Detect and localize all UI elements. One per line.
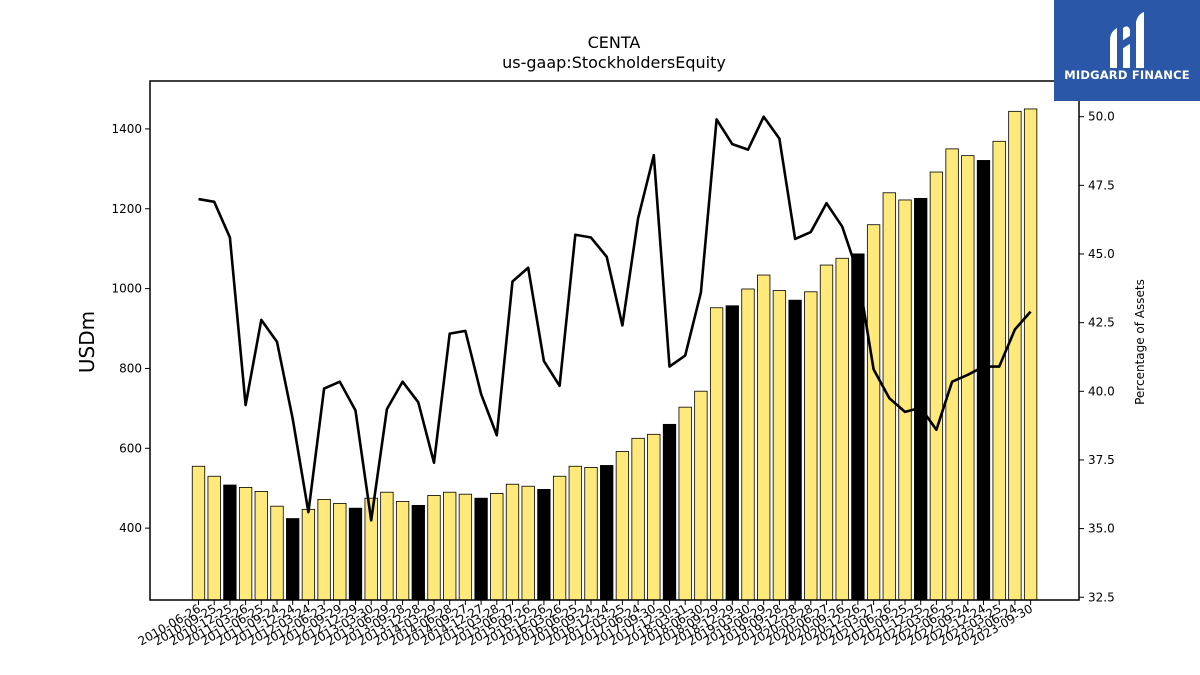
y-tick-label: 1200 bbox=[111, 202, 142, 216]
bar-2019-03-30 bbox=[741, 288, 755, 601]
bar-2015-03-28 bbox=[490, 493, 504, 601]
bar-2015-09-26 bbox=[521, 485, 535, 601]
midgard-logo-icon bbox=[1110, 12, 1144, 68]
bar-2012-09-29 bbox=[333, 502, 347, 601]
bar-2012-06-23 bbox=[317, 498, 331, 601]
y-tick-label: 1400 bbox=[111, 122, 142, 136]
bar-2014-12-27 bbox=[474, 497, 488, 601]
bar-2019-09-28 bbox=[772, 290, 787, 601]
y2-tick-label: 32.5 bbox=[1088, 590, 1115, 604]
y-axis-label: USDm bbox=[75, 311, 99, 373]
bar-2017-12-30 bbox=[662, 423, 677, 601]
plot-frame bbox=[149, 80, 1080, 601]
bar-2018-03-31 bbox=[678, 406, 692, 601]
bar-2012-03-24 bbox=[301, 508, 316, 601]
bar-2014-09-27 bbox=[458, 493, 473, 601]
bar-2019-12-28 bbox=[788, 299, 802, 601]
chart-title: CENTA bbox=[588, 33, 641, 52]
x-axis: 2010-06-262010-09-252010-12-252011-03-26… bbox=[136, 600, 1035, 648]
y2-tick-label: 42.5 bbox=[1088, 316, 1115, 330]
bar-2013-09-28 bbox=[395, 500, 410, 601]
bar-2017-03-25 bbox=[615, 451, 630, 601]
bar-2014-03-29 bbox=[427, 494, 441, 601]
bar-2020-03-28 bbox=[804, 291, 818, 601]
bar-2010-09-25 bbox=[207, 475, 221, 601]
y2-tick-label: 37.5 bbox=[1088, 453, 1115, 467]
bar-2016-03-26 bbox=[552, 475, 567, 601]
bar-2021-03-27 bbox=[866, 224, 881, 601]
y-tick-label: 400 bbox=[119, 521, 142, 535]
y2-tick-label: 40.0 bbox=[1088, 384, 1115, 398]
bar-2018-12-29 bbox=[725, 305, 739, 601]
bar-2011-12-24 bbox=[286, 518, 300, 601]
bar-2023-06-24 bbox=[1008, 110, 1022, 601]
y2-axis-label: Percentage of Assets bbox=[1133, 279, 1147, 405]
bar-2022-06-25 bbox=[945, 148, 959, 601]
y-tick-label: 800 bbox=[119, 361, 142, 375]
y-axis-right: 32.5 35.0 37.5 40.0 42.5 45.0 47.5 50.0 bbox=[1079, 110, 1115, 604]
bar-2016-09-24 bbox=[584, 467, 598, 601]
bar-2011-06-25 bbox=[254, 491, 268, 601]
y2-tick-label: 47.5 bbox=[1088, 178, 1115, 192]
bar-2017-06-24 bbox=[631, 437, 645, 601]
bar-2015-06-27 bbox=[505, 483, 520, 601]
bar-2013-12-28 bbox=[411, 504, 425, 601]
bar-2020-09-26 bbox=[835, 257, 849, 601]
bar-2023-03-25 bbox=[992, 140, 1006, 601]
bar-2011-09-24 bbox=[270, 505, 284, 601]
bar-2015-12-26 bbox=[537, 489, 551, 601]
y-tick-label: 600 bbox=[119, 441, 142, 455]
bar-2016-12-24 bbox=[600, 465, 614, 601]
y2-tick-label: 45.0 bbox=[1088, 247, 1115, 261]
bar-2018-09-29 bbox=[709, 307, 724, 601]
bar-2010-06-26 bbox=[191, 465, 206, 601]
bar-2020-06-27 bbox=[819, 264, 834, 601]
y-axis-left: 400 600 800 1000 1200 1400 bbox=[111, 122, 150, 535]
bar-2010-12-25 bbox=[223, 484, 237, 601]
bar-2012-12-29 bbox=[348, 507, 363, 601]
bar-2023-09-30 bbox=[1023, 108, 1038, 601]
bar-2021-12-25 bbox=[914, 197, 928, 601]
bars-group bbox=[191, 108, 1038, 601]
bar-2019-06-29 bbox=[757, 274, 771, 601]
y2-tick-label: 35.0 bbox=[1088, 522, 1115, 536]
bar-2022-03-26 bbox=[929, 171, 944, 601]
line-percentage-of-assets bbox=[198, 115, 1032, 522]
y-tick-label: 1000 bbox=[111, 282, 142, 296]
bar-2022-12-24 bbox=[976, 160, 991, 601]
brand-logo: MIDGARD FINANCE bbox=[1054, 0, 1200, 101]
line-group bbox=[198, 115, 1032, 522]
y2-tick-label: 50.0 bbox=[1088, 110, 1115, 124]
bar-2016-06-25 bbox=[568, 465, 582, 601]
bar-2013-06-29 bbox=[380, 491, 394, 601]
bar-2021-09-25 bbox=[898, 199, 912, 601]
logo-text: MIDGARD FINANCE bbox=[1064, 68, 1190, 82]
bar-2017-09-30 bbox=[647, 433, 661, 601]
chart-subtitle: us-gaap:StockholdersEquity bbox=[502, 53, 726, 72]
bar-2018-06-30 bbox=[694, 390, 708, 601]
bar-2014-06-28 bbox=[443, 491, 457, 601]
bar-2011-03-26 bbox=[238, 487, 253, 601]
